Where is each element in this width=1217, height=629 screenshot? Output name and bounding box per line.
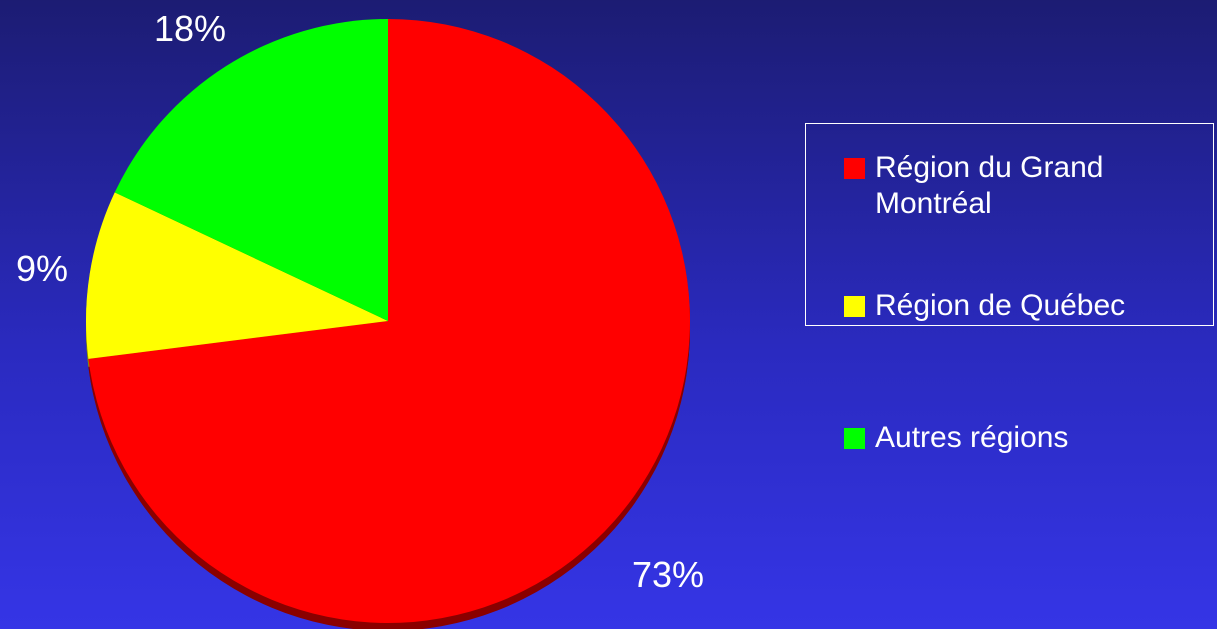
pie-slice-autres <box>114 19 389 321</box>
legend-label-autres: Autres régions <box>875 421 1069 454</box>
pie-slices <box>85 19 690 623</box>
pie-slice-quebec <box>85 192 388 359</box>
legend-item-quebec: Région de Québec <box>844 288 1204 324</box>
legend-swatch-autres <box>844 428 865 449</box>
legend-swatch-quebec <box>844 296 865 317</box>
legend-label-grand-montreal: Région du Grand Montréal <box>875 151 1104 220</box>
pie-value-label-autres: 18% <box>154 8 226 49</box>
legend-item-autres: Autres régions <box>844 420 1204 456</box>
pie-labels: 73% 9% 18% <box>16 8 704 595</box>
legend-label-quebec: Région de Québec <box>875 289 1126 322</box>
legend-swatch-grand-montreal <box>844 158 865 179</box>
pie-value-label-quebec: 9% <box>16 248 68 289</box>
legend-item-grand-montreal: Région du Grand Montréal <box>844 150 1174 222</box>
pie-slice-grand-montreal <box>88 19 690 623</box>
legend: Région du Grand Montréal Région de Québe… <box>805 123 1214 454</box>
pie-value-label-grand-montreal: 73% <box>632 554 704 595</box>
